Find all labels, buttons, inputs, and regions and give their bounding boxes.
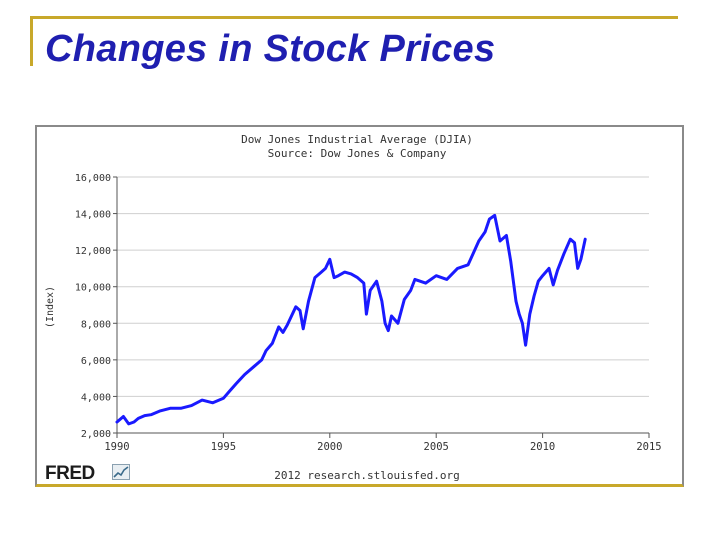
axes	[113, 176, 650, 438]
y-tick-label: 10,000	[75, 283, 111, 294]
chart-footer-source: 2012 research.stlouisfed.org	[274, 469, 459, 482]
x-tick-labels: 1990 1995 2000 2005 2010 2015	[104, 441, 661, 453]
x-tick-label: 2010	[530, 441, 555, 453]
x-tick-label: 1995	[211, 441, 236, 453]
grid-lines	[117, 176, 649, 434]
title-rule-vertical	[30, 16, 33, 66]
chart-subtitle: Source: Dow Jones & Company	[268, 147, 447, 160]
x-tick-label: 1990	[104, 441, 129, 453]
x-tick-label: 2000	[317, 441, 342, 453]
y-tick-label: 12,000	[75, 246, 111, 257]
y-tick-label: 4,000	[81, 392, 111, 403]
fred-logo: FRED	[45, 463, 95, 484]
title-rule-horizontal	[30, 16, 678, 19]
series-layer	[115, 213, 587, 426]
y-tick-label: 8,000	[81, 319, 111, 330]
series-line-djia	[115, 213, 587, 426]
chart-panel: Dow Jones Industrial Average (DJIA) Sour…	[35, 125, 684, 487]
y-tick-label: 14,000	[75, 210, 111, 221]
y-tick-label: 16,000	[75, 173, 111, 184]
chart-svg: Dow Jones Industrial Average (DJIA) Sour…	[45, 133, 662, 482]
y-tick-label: 2,000	[81, 429, 111, 440]
x-tick-label: 2005	[424, 441, 449, 453]
fred-chart-icon	[112, 464, 130, 480]
y-tick-label: 6,000	[81, 356, 111, 367]
x-tick-label: 2015	[636, 441, 661, 453]
slide-title: Changes in Stock Prices	[45, 28, 496, 70]
y-axis-label: (Index)	[45, 286, 56, 328]
chart-title: Dow Jones Industrial Average (DJIA)	[241, 133, 473, 146]
y-tick-labels: 2,000 4,000 6,000 8,000 10,000 12,000 14,000 16…	[75, 173, 111, 440]
